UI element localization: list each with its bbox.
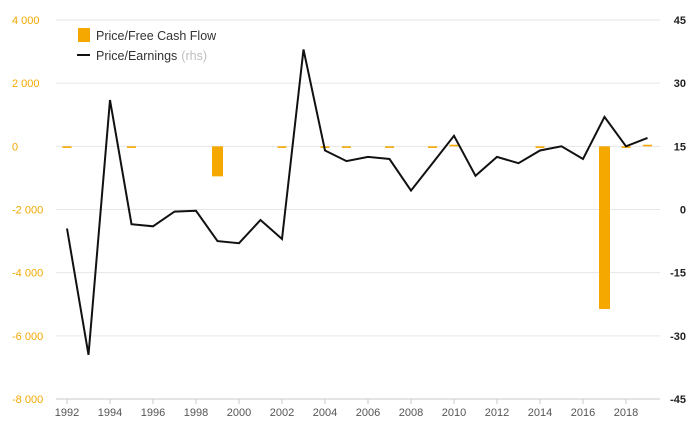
- left-y-axis: 4 000 2 000 0 -2 000 -4 000 -6 000 -8 000: [12, 15, 43, 406]
- right-tick-label: 45: [674, 15, 686, 27]
- bar-price-fcf: [449, 144, 459, 147]
- x-axis: 1992 1994 1996 1998 2000 2002 2004 2006 2008 2010…: [55, 399, 638, 419]
- left-tick-label: 4 000: [12, 15, 40, 27]
- bar-price-fcf: [428, 146, 437, 148]
- x-tick-label: 2018: [614, 407, 638, 419]
- legend-label-rhs: (rhs): [181, 49, 207, 63]
- x-tick-label: 2006: [356, 407, 380, 419]
- left-tick-label: -8 000: [12, 394, 43, 406]
- x-tick-label: 2014: [528, 407, 552, 419]
- price-earnings-line: [66, 49, 648, 355]
- x-tick-label: 2000: [227, 407, 251, 419]
- left-tick-label: -4 000: [12, 268, 43, 280]
- right-tick-label: -45: [670, 394, 686, 406]
- x-tick-label: 2012: [485, 407, 509, 419]
- legend-label-price-earnings: Price/Earnings (rhs): [96, 49, 207, 63]
- left-tick-label: -6 000: [12, 331, 43, 343]
- x-tick-label: 1998: [184, 407, 208, 419]
- legend: Price/Free Cash Flow Price/Earnings (rhs): [77, 28, 217, 63]
- legend-label-price-fcf: Price/Free Cash Flow: [96, 29, 217, 43]
- x-tick-label: 1994: [98, 407, 122, 419]
- legend-swatch-price-fcf: [78, 28, 90, 42]
- left-tick-label: -2 000: [12, 205, 43, 217]
- right-tick-label: 0: [680, 205, 686, 217]
- right-tick-label: 30: [674, 78, 686, 90]
- right-tick-label: -30: [670, 331, 686, 343]
- bar-price-fcf: [277, 146, 287, 148]
- legend-label-price-earnings-name: Price/Earnings: [96, 49, 177, 63]
- right-tick-label: 15: [674, 141, 686, 153]
- bar-price-fcf: [535, 146, 545, 148]
- x-tick-label: 2004: [313, 407, 337, 419]
- x-tick-label: 2002: [270, 407, 294, 419]
- grid: [56, 19, 660, 337]
- bar-price-fcf: [127, 146, 136, 148]
- x-tick-label: 2010: [442, 407, 466, 419]
- x-tick-label: 2008: [399, 407, 423, 419]
- left-tick-label: 0: [12, 141, 18, 153]
- x-tick-label: 1992: [55, 407, 79, 419]
- bar-price-fcf: [212, 146, 223, 177]
- right-tick-label: -15: [670, 268, 686, 280]
- bar-price-fcf: [62, 146, 72, 148]
- x-tick-label: 1996: [141, 407, 165, 419]
- bar-price-fcf: [643, 144, 652, 147]
- right-y-axis: 45 30 15 0 -15 -30 -45: [670, 15, 686, 406]
- left-tick-label: 2 000: [12, 78, 40, 90]
- bar-price-fcf: [342, 146, 351, 148]
- price-earnings-line-group: [66, 49, 648, 355]
- bar-price-fcf: [599, 146, 610, 309]
- bar-price-fcf: [385, 146, 394, 148]
- x-tick-label: 2016: [571, 407, 595, 419]
